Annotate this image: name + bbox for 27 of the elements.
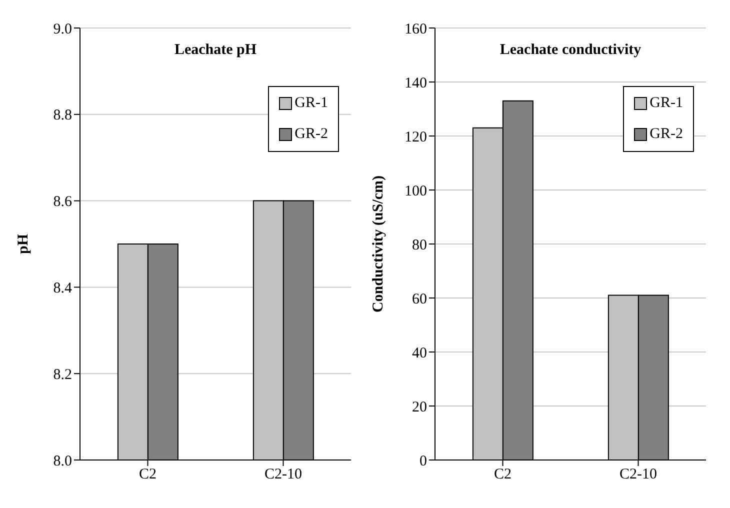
y-tick-label: 40 [412, 345, 427, 362]
y-tick-label: 8.4 [53, 280, 72, 297]
y-tick-label: 8.2 [53, 366, 72, 383]
legend-label: GR-2 [650, 126, 683, 143]
legend-label: GR-2 [294, 126, 328, 143]
y-axis-title: pH [15, 234, 32, 254]
y-axis-title: Conductivity (uS/cm) [370, 175, 386, 313]
legend-label: GR-1 [650, 95, 683, 112]
y-tick-label: 20 [412, 399, 427, 416]
y-tick-label: 60 [412, 291, 427, 308]
y-tick-label: 80 [412, 237, 427, 254]
text: Leachate conductivity [498, 42, 642, 59]
y-tick-label: 8.6 [53, 194, 72, 210]
x-tick-label: C2 [494, 466, 512, 483]
y-tick-label: 140 [404, 75, 427, 92]
y-tick-label: 8.0 [53, 453, 72, 470]
legend-label: GR-1 [294, 95, 328, 112]
x-tick-label: C2-10 [620, 466, 657, 483]
x-tick-label: C2 [138, 466, 157, 483]
y-tick-label: 100 [404, 183, 427, 200]
x-tick-label: C2-10 [264, 466, 302, 483]
text: Leachate pH [173, 42, 258, 59]
y-tick-label: 9.0 [53, 21, 72, 38]
y-tick-label: 0 [420, 453, 427, 470]
y-tick-label: 120 [404, 129, 427, 146]
y-tick-label: 8.8 [53, 108, 72, 124]
y-tick-label: 160 [404, 21, 427, 38]
